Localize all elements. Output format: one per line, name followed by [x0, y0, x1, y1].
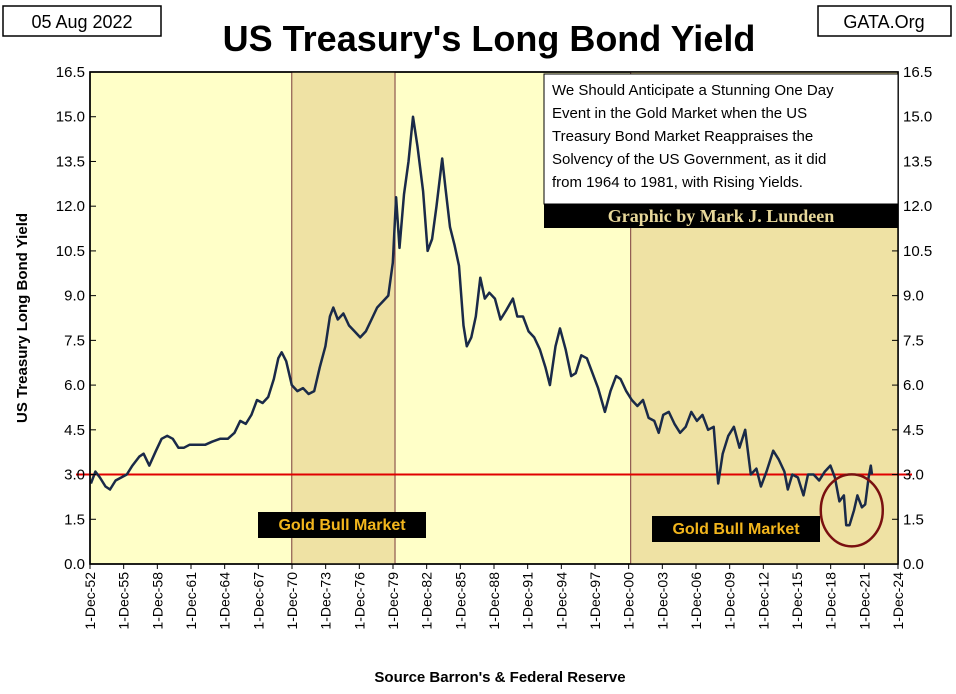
- x-tick-label: 1-Dec-06: [688, 572, 704, 630]
- x-tick-label: 1-Dec-21: [856, 572, 872, 630]
- annotation-box: [543, 73, 899, 205]
- y-tick-label-left: 13.5: [56, 153, 85, 170]
- x-tick-label: 1-Dec-64: [217, 572, 233, 630]
- x-tick-label: 1-Dec-09: [722, 572, 738, 630]
- y-tick-label-right: 15.0: [903, 109, 932, 126]
- bull-label-box-2: [652, 516, 820, 542]
- y-axis-right: 0.0 1.5 3.0 4.5 6.0 7.5 9.0 10.5 12.0 13.5 15.0 16.…: [892, 64, 932, 573]
- x-tick-label: 1-Dec-55: [116, 572, 132, 630]
- x-tick-label: 1-Dec-88: [486, 572, 502, 630]
- y-tick-label-left: 7.5: [64, 332, 85, 349]
- x-tick-label: 1-Dec-03: [654, 572, 670, 630]
- y-tick-label-right: 1.5: [903, 511, 924, 528]
- header-site: GATA.Org: [843, 12, 924, 32]
- y-tick-label-right: 4.5: [903, 422, 924, 439]
- x-tick-label: 1-Dec-67: [250, 572, 266, 630]
- header-date: 05 Aug 2022: [31, 12, 132, 32]
- site-box: [817, 5, 952, 37]
- y-axis-title: US Treasury Long Bond Yield: [14, 213, 31, 423]
- bull-label-box-1: [258, 512, 426, 538]
- y-tick-label-right: 3.0: [903, 467, 924, 484]
- x-tick-label: 1-Dec-91: [520, 572, 536, 630]
- x-tick-label: 1-Dec-82: [419, 572, 435, 630]
- annotation-line-2: Event in the Gold Market when the US: [552, 105, 807, 122]
- x-tick-label: 1-Dec-79: [385, 572, 401, 630]
- y-axis-left: 0.0 1.5 3.0 4.5 6.0 7.5 9.0 10.5 12.0 13.5 15.0 16.…: [56, 64, 96, 573]
- x-tick-label: 1-Dec-85: [452, 572, 468, 630]
- bull-label-1: Gold Bull Market: [278, 517, 406, 534]
- y-tick-label-right: 12.0: [903, 198, 932, 215]
- x-tick-label: 1-Dec-12: [755, 572, 771, 630]
- x-tick-label: 1-Dec-15: [789, 572, 805, 630]
- y-tick-label-left: 6.0: [64, 377, 85, 394]
- x-tick-label: 1-Dec-00: [621, 572, 637, 630]
- highlight-circle: [819, 473, 885, 548]
- series-layer: [89, 115, 874, 527]
- annotation-line-4: Solvency of the US Government, as it did: [552, 151, 826, 168]
- y-tick-label-left: 3.0: [64, 467, 85, 484]
- y-tick-label-right: 7.5: [903, 332, 924, 349]
- x-axis-title: Source Barron's & Federal Reserve: [374, 669, 625, 686]
- x-tick-label: 1-Dec-52: [82, 572, 98, 630]
- x-tick-label: 1-Dec-61: [183, 572, 199, 630]
- series-line-1: [89, 115, 874, 527]
- y-tick-label-left: 12.0: [56, 198, 85, 215]
- y-tick-label-left: 9.0: [64, 288, 85, 305]
- x-tick-label: 1-Dec-24: [890, 572, 906, 630]
- y-tick-label-right: 6.0: [903, 377, 924, 394]
- shaded-period-1: [291, 71, 396, 565]
- date-box: [2, 5, 162, 37]
- annotation-line-3: Treasury Bond Market Reappraises the: [552, 128, 813, 145]
- x-tick-label: 1-Dec-76: [351, 572, 367, 630]
- y-tick-label-left: 0.0: [64, 556, 85, 573]
- y-tick-label-right: 10.5: [903, 243, 932, 260]
- bull-label-2: Gold Bull Market: [672, 521, 800, 538]
- x-axis: 1-Dec-52 1-Dec-55 1-Dec-58 1-Dec-61 1-Dec-64…: [82, 564, 906, 630]
- y-tick-label-right: 16.5: [903, 64, 932, 81]
- y-tick-label-right: 13.5: [903, 153, 932, 170]
- y-tick-label-left: 10.5: [56, 243, 85, 260]
- annotation-line-1: We Should Anticipate a Stunning One Day: [552, 82, 834, 99]
- y-tick-label-left: 15.0: [56, 109, 85, 126]
- x-tick-label: 1-Dec-70: [284, 572, 300, 630]
- y-tick-label-left: 4.5: [64, 422, 85, 439]
- annotation-line-5: from 1964 to 1981, with Rising Yields.: [552, 174, 803, 191]
- chart-title: US Treasury's Long Bond Yield: [223, 18, 756, 59]
- credit-banner: [544, 204, 898, 228]
- y-tick-label-right: 0.0: [903, 556, 924, 573]
- credit-text: Graphic by Mark J. Lundeen: [608, 206, 835, 226]
- x-tick-label: 1-Dec-58: [149, 572, 165, 630]
- y-tick-label-right: 9.0: [903, 288, 924, 305]
- y-tick-label-left: 1.5: [64, 511, 85, 528]
- y-tick-label-left: 16.5: [56, 64, 85, 81]
- x-tick-label: 1-Dec-97: [587, 572, 603, 630]
- x-tick-label: 1-Dec-73: [318, 572, 334, 630]
- x-tick-label: 1-Dec-94: [553, 572, 569, 630]
- x-tick-label: 1-Dec-18: [823, 572, 839, 630]
